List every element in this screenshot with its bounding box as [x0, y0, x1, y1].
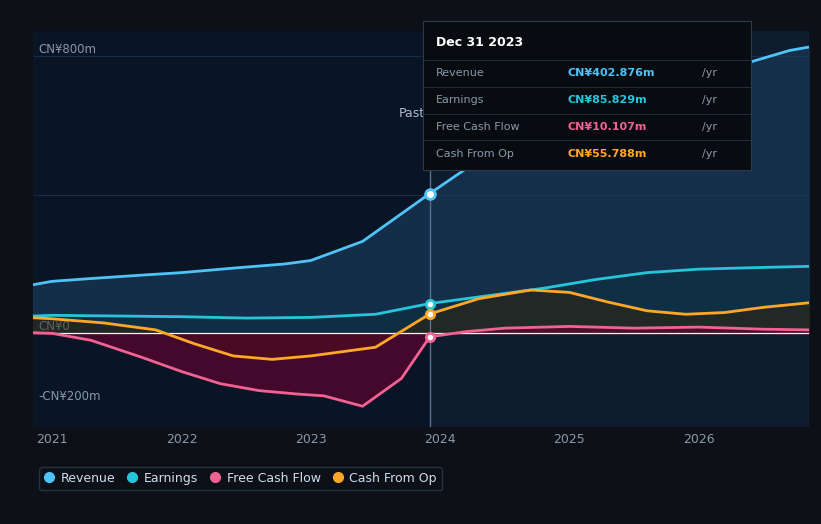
Text: Earnings: Earnings — [436, 95, 484, 105]
Text: CN¥0: CN¥0 — [38, 320, 70, 333]
Text: CN¥800m: CN¥800m — [38, 43, 96, 56]
Text: Cash From Op: Cash From Op — [436, 149, 514, 159]
Text: Analysts Forecasts: Analysts Forecasts — [438, 107, 554, 120]
Text: /yr: /yr — [702, 122, 717, 132]
Text: /yr: /yr — [702, 68, 717, 78]
Legend: Revenue, Earnings, Free Cash Flow, Cash From Op: Revenue, Earnings, Free Cash Flow, Cash … — [39, 467, 442, 490]
Text: Revenue: Revenue — [436, 68, 484, 78]
Text: CN¥10.107m: CN¥10.107m — [567, 122, 647, 132]
Text: Free Cash Flow: Free Cash Flow — [436, 122, 520, 132]
Text: CN¥402.876m: CN¥402.876m — [567, 68, 655, 78]
Bar — [33, 31, 430, 427]
Text: /yr: /yr — [702, 95, 717, 105]
Text: Dec 31 2023: Dec 31 2023 — [436, 36, 523, 49]
Text: CN¥85.829m: CN¥85.829m — [567, 95, 647, 105]
Text: Past: Past — [398, 107, 424, 120]
Text: -CN¥200m: -CN¥200m — [38, 390, 100, 403]
Text: /yr: /yr — [702, 149, 717, 159]
Text: CN¥55.788m: CN¥55.788m — [567, 149, 647, 159]
